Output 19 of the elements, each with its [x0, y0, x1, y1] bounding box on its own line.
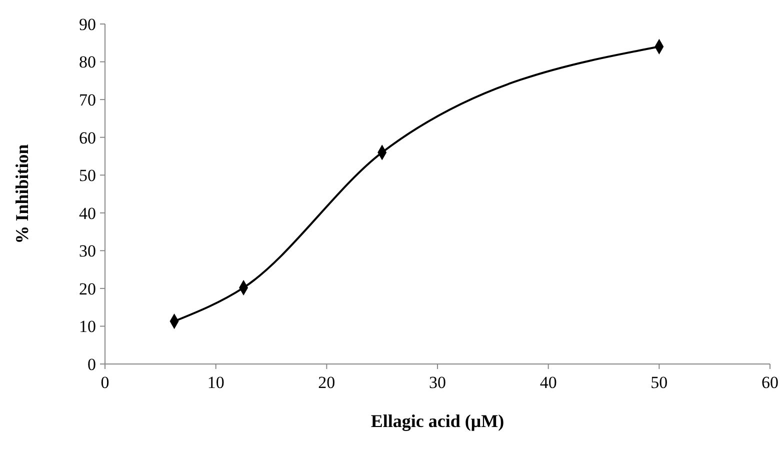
y-axis-title: % Inhibition: [12, 144, 32, 244]
x-tick-label: 50: [650, 373, 668, 392]
x-tick-label: 0: [100, 373, 110, 392]
y-tick-label: 70: [79, 90, 96, 110]
x-tick-label: 40: [540, 373, 557, 392]
x-tick-label: 20: [318, 373, 336, 392]
y-tick-label: 50: [79, 166, 96, 186]
y-tick-label: 10: [79, 317, 96, 336]
x-tick-label: 60: [762, 373, 778, 392]
y-tick-label: 40: [79, 204, 96, 223]
y-tick-label: 30: [79, 242, 96, 261]
y-tick-label: 80: [79, 52, 96, 72]
x-axis-title: Ellagic acid (μM): [370, 411, 504, 431]
y-tick-label: 20: [79, 279, 96, 298]
x-tick-label: 10: [207, 373, 224, 392]
y-tick-label: 60: [79, 128, 96, 148]
x-tick-label: 30: [429, 373, 446, 392]
y-tick-label: 0: [88, 354, 96, 374]
y-tick-label: 90: [79, 14, 96, 34]
